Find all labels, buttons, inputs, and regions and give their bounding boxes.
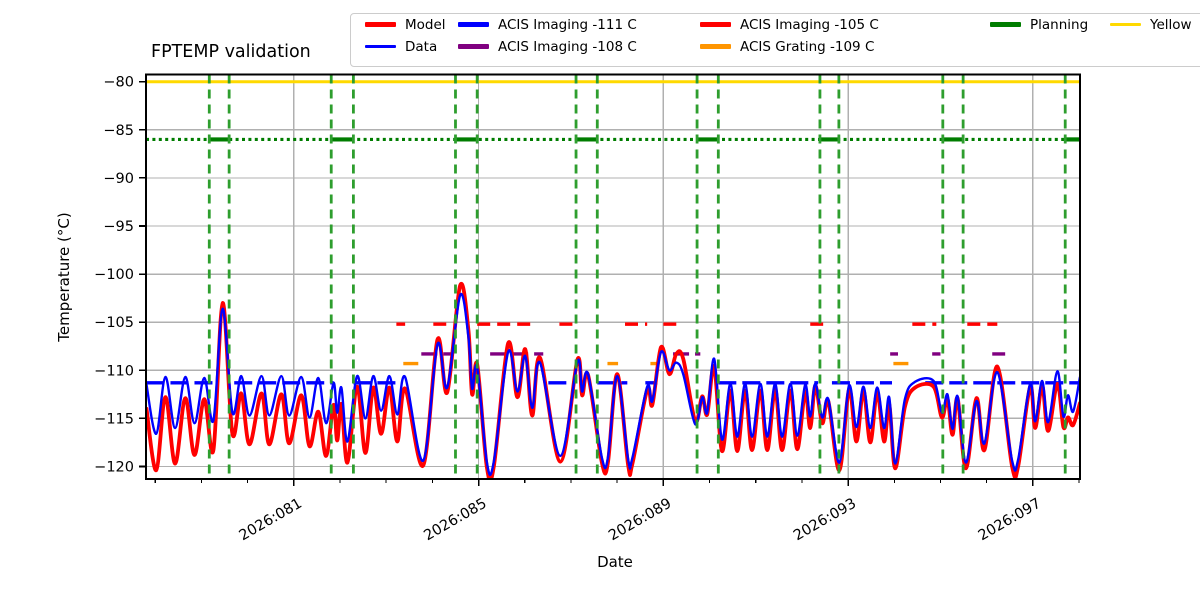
chart-title: FPTEMP validation [151,42,311,62]
x-tick-label: 2026:081 [237,496,305,545]
y-tick-label: −95 [103,219,134,235]
y-tick-label: −85 [103,123,134,139]
y-tick-labels: −80 −85 −90 −95 −100 −105 −110 −115 −120 [94,75,134,476]
legend-label: Data [405,38,438,55]
y-tick-label: −105 [94,315,134,331]
legend-label: ACIS Imaging -105 C [740,16,879,33]
planning-line-swatch [990,22,1021,27]
acis-imaging-105-line-swatch [700,22,731,27]
acis-grating-109-line-swatch [700,44,731,49]
obs-boundary-lines [207,74,1067,479]
data-line-swatch [365,45,396,48]
legend-column: ACIS Imaging -111 C ACIS Imaging -108 C [458,16,637,55]
plot-border [145,73,1081,480]
x-axis-label: Date [597,553,633,571]
legend-column: ACIS Imaging -105 C ACIS Grating -109 C [700,16,879,55]
legend-label: Model [405,16,446,33]
acis-imaging-108-line-swatch [458,44,489,49]
data-series-line [146,292,1080,477]
y-tick-label: −100 [94,267,134,283]
y-tick-label: −120 [94,459,134,475]
y-tick-label: −90 [103,171,134,187]
legend-item-model: Model [365,16,446,33]
legend-item-data: Data [365,38,446,55]
legend [350,13,1200,67]
y-tick-label: −115 [94,411,134,427]
x-tick-label: 2026:093 [791,496,859,545]
legend-column: Model Data [365,16,446,55]
legend-label: Yellow [1150,16,1192,33]
legend-label: ACIS Imaging -111 C [498,16,637,33]
x-tick-label: 2026:097 [976,496,1044,545]
legend-item-acis-imaging-111: ACIS Imaging -111 C [458,16,637,33]
legend-column: Yellow [1110,16,1192,33]
legend-label: ACIS Imaging -108 C [498,38,637,55]
legend-label: ACIS Grating -109 C [740,38,875,55]
acis-imaging-111-line-swatch [458,22,489,27]
legend-item-planning: Planning [990,16,1088,33]
legend-item-yellow: Yellow [1110,16,1192,33]
legend-item-acis-grating-109: ACIS Grating -109 C [700,38,879,55]
legend-item-acis-imaging-105: ACIS Imaging -105 C [700,16,879,33]
legend-item-acis-imaging-108: ACIS Imaging -108 C [458,38,637,55]
model-line-swatch [365,22,396,27]
yellow-line-swatch [1110,23,1141,26]
y-tick-label: −80 [103,75,134,91]
axis-ticks [139,80,1080,486]
legend-label: Planning [1030,16,1089,33]
y-tick-label: −110 [94,363,134,379]
legend-column: Planning [990,16,1088,33]
x-tick-label: 2026:085 [421,496,489,545]
y-axis-label: Temperature (°C) [55,212,73,342]
x-tick-label: 2026:089 [606,496,674,545]
x-tick-labels: 2026:081 2026:085 2026:089 2026:093 2026:097 [237,496,1044,545]
